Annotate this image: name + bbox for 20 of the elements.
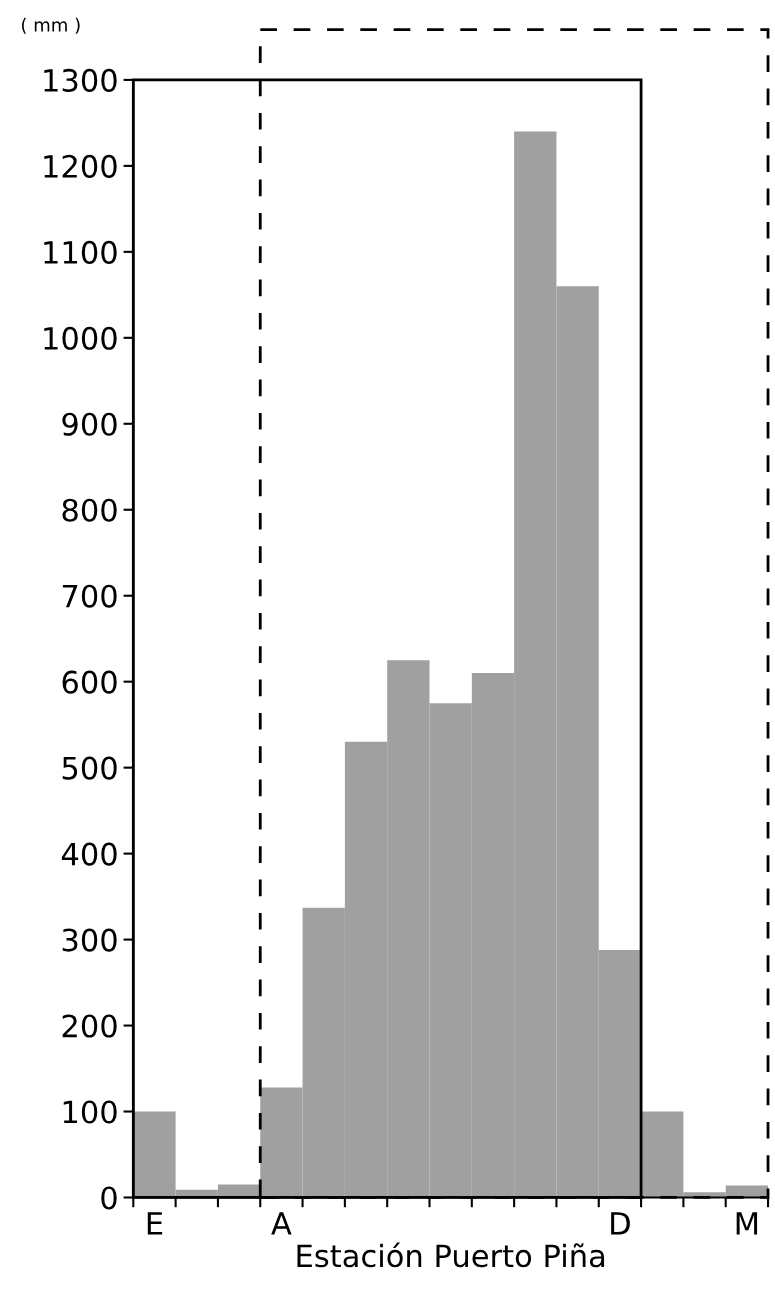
y-tick-label: 500	[62, 756, 117, 780]
y-axis-title: ( mm )	[21, 17, 80, 34]
x-axis-title: Estación Puerto Piña	[297, 1242, 605, 1268]
x-tick-label: D	[611, 1212, 630, 1235]
y-tick-label: 0	[101, 1186, 117, 1210]
y-tick-label: 1300	[44, 68, 117, 92]
y-tick-label: 600	[62, 670, 117, 694]
y-tick-label: 1000	[44, 326, 117, 350]
y-tick-label: 800	[62, 498, 117, 522]
x-tick-label: M	[736, 1212, 758, 1235]
y-tick-label: 200	[62, 1014, 117, 1038]
y-tick-label: 400	[61, 842, 117, 866]
y-tick-label: 300	[62, 928, 117, 952]
y-tick-label: 100	[63, 1100, 117, 1124]
x-tick-label: E	[147, 1212, 163, 1235]
y-tick-label: 1200	[44, 154, 117, 178]
y-tick-label: 1100	[44, 240, 117, 264]
x-tick-label: A	[271, 1212, 292, 1235]
y-tick-label: 900	[62, 412, 117, 436]
y-tick-label: 700	[62, 584, 117, 608]
